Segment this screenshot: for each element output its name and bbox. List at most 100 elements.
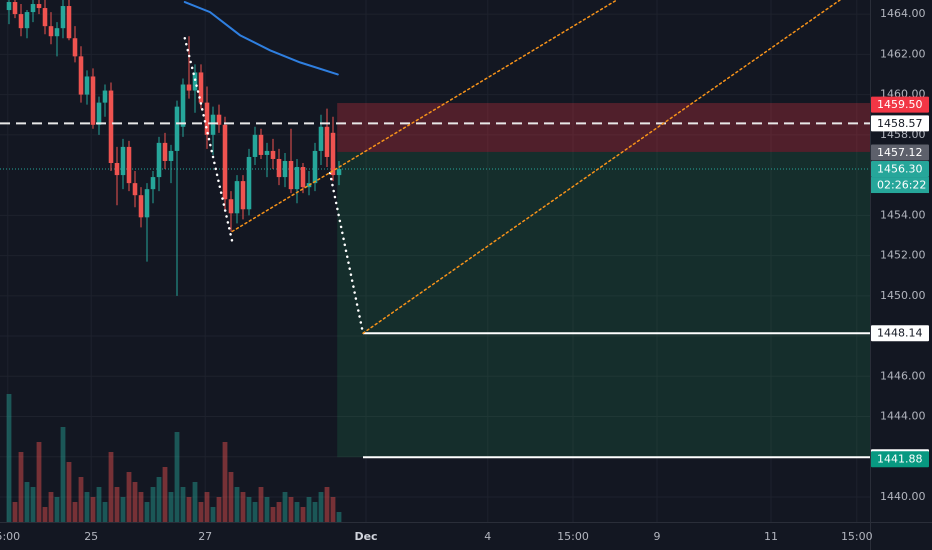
volume-bar <box>150 487 156 522</box>
candle-body <box>180 84 186 127</box>
volume-bar <box>168 492 174 522</box>
volume-bar <box>228 472 234 522</box>
volume-bar <box>312 502 318 522</box>
trendline <box>362 0 841 334</box>
candle-body <box>132 183 138 196</box>
candle-body <box>138 195 144 218</box>
price-label: 1448.14 <box>877 327 923 340</box>
y-tick-label: 1444.00 <box>880 410 926 423</box>
candle-body <box>108 90 114 163</box>
x-tick-label: 5:00 <box>0 530 20 543</box>
price-label: 1441.88 <box>877 453 923 466</box>
volume-bar <box>198 502 204 522</box>
volume-bar <box>246 497 252 522</box>
candle-body <box>240 181 246 210</box>
candle-body <box>252 134 258 157</box>
volume-bar <box>132 482 138 522</box>
x-tick-label: Dec <box>354 530 377 543</box>
candle-body <box>36 4 42 9</box>
price-label: 1457.12 <box>877 146 923 159</box>
candle-body <box>60 6 66 29</box>
candle-body <box>330 132 336 176</box>
volume-bar <box>102 502 108 522</box>
volume-bar <box>276 502 282 522</box>
price-label: 1458.57 <box>877 117 923 130</box>
candle-body <box>174 106 180 151</box>
volume-bar <box>114 487 120 522</box>
candle-body <box>12 2 18 15</box>
candle-body <box>246 156 252 210</box>
candle-body <box>264 150 270 155</box>
moving-average <box>183 1 339 76</box>
x-tick-label: 27 <box>198 530 212 543</box>
trendline <box>183 36 234 243</box>
candle-body <box>54 28 60 37</box>
x-tick-label: 4 <box>484 530 491 543</box>
candle-body <box>30 4 36 13</box>
volume-bar <box>66 462 72 522</box>
x-tick-label: 15:00 <box>557 530 589 543</box>
candle-body <box>198 72 204 103</box>
volume-bar <box>180 487 186 522</box>
candle-body <box>156 142 162 178</box>
volume-bar <box>30 487 36 522</box>
x-tick-label: 9 <box>654 530 661 543</box>
volume-bar <box>318 492 324 522</box>
price-label-bg <box>871 115 929 132</box>
volume-bar <box>60 427 66 522</box>
volume-bar <box>186 497 192 522</box>
reward-zone <box>337 151 870 458</box>
candle-body <box>300 167 306 188</box>
candle-body <box>126 146 132 184</box>
candle-body <box>162 142 168 161</box>
candle-body <box>282 160 288 178</box>
candle-body <box>324 126 330 157</box>
candle-body <box>90 76 96 125</box>
volume-bar <box>288 497 294 522</box>
current-price-label-bg <box>871 161 929 178</box>
volume-bar <box>324 487 330 522</box>
y-tick-label: 1446.00 <box>880 369 926 382</box>
price-label: 1459.50 <box>877 98 923 111</box>
candle-body <box>114 162 120 176</box>
x-tick-label: 15:00 <box>841 530 873 543</box>
y-tick-label: 1440.00 <box>880 490 926 503</box>
candle-body <box>150 177 156 190</box>
volume-bar <box>270 507 276 522</box>
candle-body <box>192 72 198 91</box>
candle-body <box>318 126 324 151</box>
candle-body <box>222 124 228 200</box>
volume-bar <box>294 502 300 522</box>
candle-body <box>84 76 90 95</box>
volume-bar <box>126 472 132 522</box>
volume-bar <box>72 502 78 522</box>
volume-bar <box>300 507 306 522</box>
candle-body <box>72 38 78 57</box>
volume-bar <box>36 442 42 522</box>
volume-bar <box>282 492 288 522</box>
volume-bar <box>330 497 336 522</box>
plot-area <box>0 0 870 522</box>
price-label-bg <box>871 451 929 468</box>
volume-bar <box>204 492 210 522</box>
volume-bar <box>264 497 270 522</box>
volume-bar <box>18 452 24 522</box>
risk-zone <box>337 103 870 152</box>
volume-bar <box>84 492 90 522</box>
candle-body <box>270 150 276 159</box>
y-tick-label: 1464.00 <box>880 7 926 20</box>
candle-body <box>48 26 54 37</box>
volume-bar <box>144 502 150 522</box>
candle-body <box>294 167 300 190</box>
volume-bar <box>336 512 342 522</box>
volume-bar <box>210 507 216 522</box>
volume-bar <box>108 452 114 522</box>
volume-bar <box>96 487 102 522</box>
candle-body <box>288 160 294 190</box>
candle-body <box>186 84 192 91</box>
volume-bar <box>192 482 198 522</box>
volume-bar <box>54 497 60 522</box>
volume-bar <box>90 497 96 522</box>
candle-body <box>216 114 222 125</box>
